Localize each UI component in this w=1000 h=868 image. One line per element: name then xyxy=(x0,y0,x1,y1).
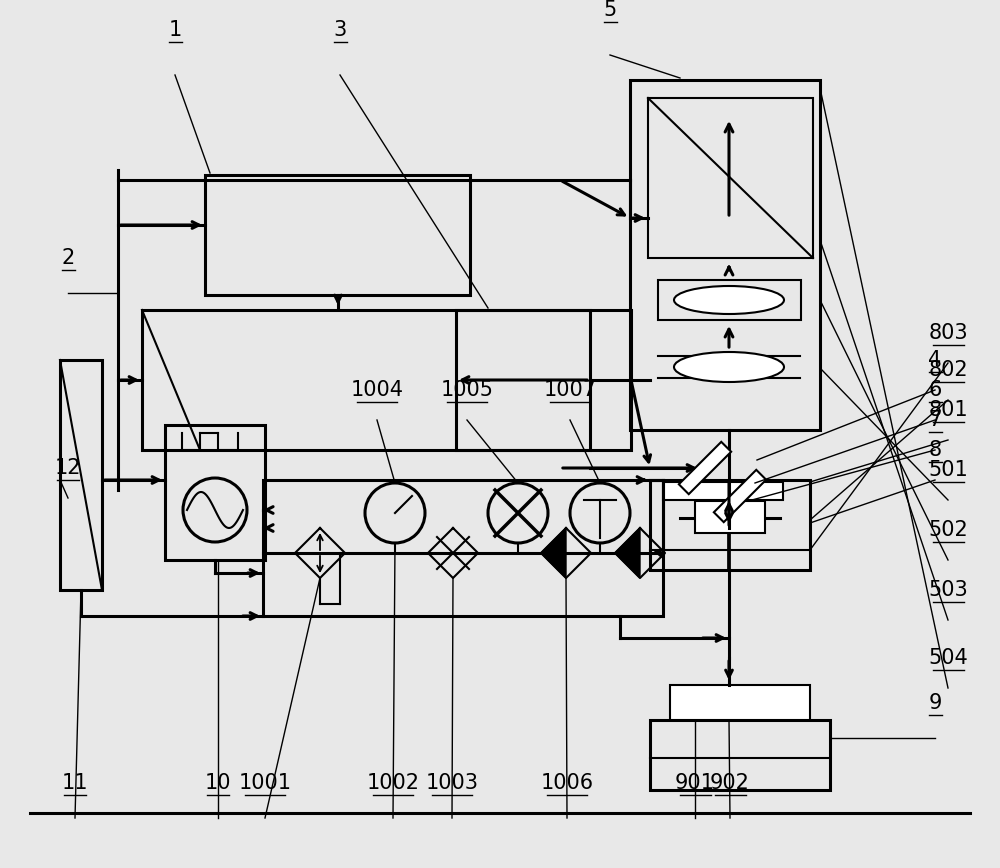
Bar xyxy=(630,80,820,430)
Bar xyxy=(670,685,810,720)
Bar xyxy=(142,310,590,450)
Text: 5: 5 xyxy=(603,0,617,20)
Text: 1007: 1007 xyxy=(544,380,596,400)
Bar xyxy=(165,425,265,560)
Text: 7: 7 xyxy=(928,410,942,430)
Text: 901: 901 xyxy=(675,773,715,793)
Text: 803: 803 xyxy=(928,323,968,343)
Polygon shape xyxy=(541,528,566,578)
Ellipse shape xyxy=(674,286,784,314)
Bar xyxy=(456,310,631,450)
Text: 802: 802 xyxy=(928,360,968,380)
Text: 501: 501 xyxy=(928,460,968,480)
Text: 504: 504 xyxy=(928,648,968,668)
Text: 2: 2 xyxy=(61,248,75,268)
Text: 503: 503 xyxy=(928,580,968,600)
Bar xyxy=(663,482,783,500)
Bar xyxy=(263,480,663,616)
Bar xyxy=(650,480,810,570)
Text: 1003: 1003 xyxy=(426,773,479,793)
Text: 1006: 1006 xyxy=(540,773,594,793)
Text: 6: 6 xyxy=(928,380,942,400)
Text: 801: 801 xyxy=(928,400,968,420)
Bar xyxy=(648,98,813,258)
Text: 1004: 1004 xyxy=(351,380,404,400)
Polygon shape xyxy=(615,528,640,578)
Bar xyxy=(695,501,765,533)
Polygon shape xyxy=(714,470,766,523)
Text: 10: 10 xyxy=(205,773,231,793)
Text: 902: 902 xyxy=(710,773,750,793)
Text: 1005: 1005 xyxy=(440,380,494,400)
Text: 11: 11 xyxy=(62,773,88,793)
Text: 1002: 1002 xyxy=(366,773,420,793)
Text: 502: 502 xyxy=(928,520,968,540)
Bar xyxy=(205,175,470,295)
Text: 9: 9 xyxy=(928,693,942,713)
Polygon shape xyxy=(679,442,731,494)
Text: 4: 4 xyxy=(928,350,942,370)
Ellipse shape xyxy=(674,352,784,382)
Bar xyxy=(650,720,830,790)
Text: 1: 1 xyxy=(168,20,182,40)
Text: 8: 8 xyxy=(928,440,942,460)
Text: 3: 3 xyxy=(333,20,347,40)
Bar xyxy=(658,280,801,320)
Text: 1001: 1001 xyxy=(239,773,292,793)
Text: 12: 12 xyxy=(55,458,81,478)
Bar xyxy=(60,360,102,590)
